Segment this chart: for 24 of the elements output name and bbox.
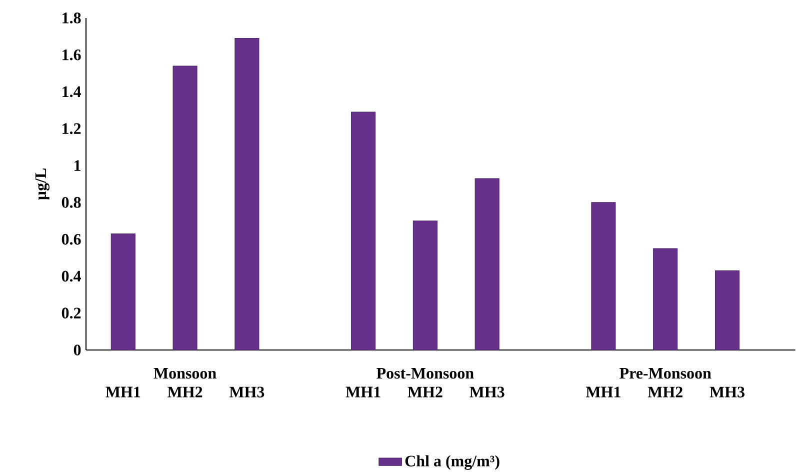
- x-tick-label: MH2: [408, 386, 442, 398]
- text: Monsoon: [154, 368, 216, 379]
- y-tick-label: 0: [74, 344, 81, 356]
- text: Post-Monsoon: [376, 368, 474, 379]
- y-tick-label: 1: [74, 160, 80, 171]
- x-tick-label: MH3: [470, 386, 504, 398]
- y-tick-label: 1.6: [62, 49, 81, 60]
- x-tick-label: MH1: [586, 386, 620, 398]
- y-tick-label: 0.2: [62, 308, 81, 319]
- x-tick-label: MH2: [168, 386, 202, 398]
- x-tick-label: MH3: [710, 386, 744, 398]
- x-tick-label: MH3: [229, 386, 264, 398]
- y-tick-label: 1.2: [62, 123, 81, 134]
- y-tick-label: 0.4: [62, 270, 81, 282]
- text: Pre-Monsoon: [620, 368, 712, 379]
- x-tick-label: MH2: [648, 386, 682, 398]
- y-tick-label: 1.4: [62, 86, 81, 98]
- y-tick-label: 0.8: [62, 197, 81, 208]
- y-tick-label: 1.8: [62, 12, 81, 24]
- x-tick-label: MH1: [346, 386, 380, 398]
- y-tick-label: 0.6: [62, 234, 81, 245]
- legend-label: Chl a (mg/m³): [405, 455, 500, 470]
- x-tick-label: MH1: [106, 386, 140, 398]
- y-axis-title: µg/L: [35, 168, 50, 200]
